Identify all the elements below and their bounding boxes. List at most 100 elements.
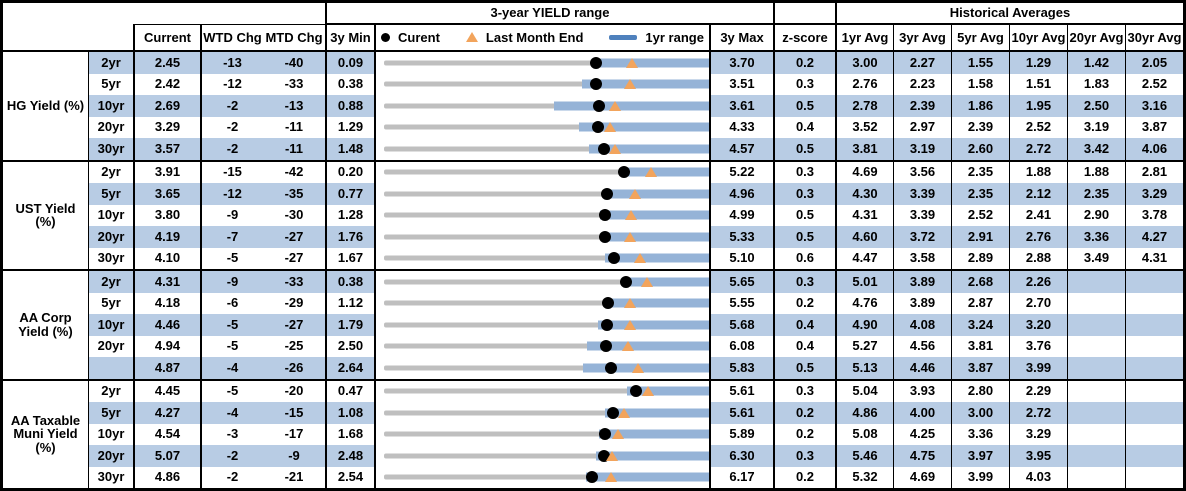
cell-z-score: 0.2 (773, 52, 835, 74)
cell-tenor: 5yr (88, 73, 133, 95)
cell-current: 4.31 (133, 271, 200, 293)
cell-avg-3: 2.52 (1009, 116, 1067, 138)
cell-3y-max: 4.96 (709, 183, 773, 205)
historical-averages-group-title: Historical Averages (835, 3, 1183, 25)
cell-3y-max: 5.22 (709, 161, 773, 183)
cell-z-score: 0.5 (773, 357, 835, 379)
col-header-current: Current (133, 25, 200, 50)
last-month-end-triangle (642, 386, 655, 397)
cell-avg-1: 2.39 (893, 95, 951, 117)
current-dot (599, 230, 612, 243)
1yr-range-bar (626, 386, 709, 396)
cell-z-score: 0.4 (773, 314, 835, 336)
3y-range-track (384, 169, 705, 175)
cell-tenor: 20yr (88, 445, 133, 467)
cell-avg-0: 4.60 (835, 226, 893, 248)
cell-3y-max: 5.55 (709, 292, 773, 314)
cell-avg-5 (1125, 380, 1183, 402)
cell-avg-5: 2.05 (1125, 52, 1183, 74)
current-dot (608, 252, 621, 265)
cell-mtd-chg: -42 (284, 164, 304, 180)
cell-avg-1: 4.08 (893, 314, 951, 336)
range-chart-cell (374, 73, 709, 95)
cell-wtd-chg: -13 (200, 52, 263, 74)
current-dot (605, 361, 618, 374)
last-month-end-triangle (603, 122, 616, 133)
legend-current-label: Curent (398, 29, 440, 45)
cell-avg-3: 2.41 (1009, 204, 1067, 226)
cell-avg-5 (1125, 445, 1183, 467)
cell-3y-min: 0.77 (325, 183, 374, 205)
cell-3y-max: 6.08 (709, 335, 773, 357)
cell-z-score: 0.2 (773, 423, 835, 445)
last-month-end-triangle (645, 167, 658, 178)
current-dot (599, 340, 612, 353)
3y-range-track (384, 388, 705, 394)
current-dot (598, 209, 611, 222)
range-chart-cell (374, 445, 709, 467)
cell-tenor: 30yr (88, 247, 133, 269)
cell-avg-4: 2.50 (1067, 95, 1125, 117)
cell-avg-3: 2.26 (1009, 271, 1067, 293)
cell-avg-4 (1067, 402, 1125, 424)
cell-avg-4 (1067, 292, 1125, 314)
cell-mtd-chg: -20 (284, 383, 304, 399)
cell-avg-5: 3.87 (1125, 116, 1183, 138)
col-header-wtd-chg: WTD Chg (200, 25, 263, 50)
cell-avg-1: 3.58 (893, 247, 951, 269)
last-month-end-triangle (617, 407, 630, 418)
range-chart-cell (374, 226, 709, 248)
cell-3y-max: 5.10 (709, 247, 773, 269)
3y-range-track (384, 279, 705, 285)
range-chart-cell (374, 314, 709, 336)
1yr-range-bar (597, 320, 709, 330)
cell-tenor: 20yr (88, 116, 133, 138)
last-month-end-triangle (608, 100, 621, 111)
cell-avg-4 (1067, 335, 1125, 357)
cell-z-score: 0.5 (773, 138, 835, 160)
cell-avg-1: 3.89 (893, 271, 951, 293)
cell-avg-2: 2.39 (951, 116, 1009, 138)
range-chart-cell (374, 335, 709, 357)
cell-current: 4.27 (133, 402, 200, 424)
current-dot (602, 297, 615, 310)
cell-avg-1: 3.93 (893, 380, 951, 402)
cell-3y-min: 0.47 (325, 380, 374, 402)
cell-avg-2: 2.35 (951, 183, 1009, 205)
cell-avg-1: 3.39 (893, 204, 951, 226)
cell-avg-2: 3.24 (951, 314, 1009, 336)
cell-avg-4 (1067, 445, 1125, 467)
cell-z-score: 0.5 (773, 95, 835, 117)
cell-3y-min: 1.12 (325, 292, 374, 314)
cell-wtd-chg: -2 (200, 138, 263, 160)
cell-3y-min: 2.54 (325, 466, 374, 488)
cell-avg-0: 4.30 (835, 183, 893, 205)
cell-avg-4 (1067, 380, 1125, 402)
cell-3y-min: 0.38 (325, 271, 374, 293)
cell-avg-1: 3.19 (893, 138, 951, 160)
range-chart-cell (374, 466, 709, 488)
cell-z-score: 0.3 (773, 380, 835, 402)
cell-wtd-chg: -5 (200, 314, 263, 336)
cell-mtd-chg: -17 (284, 426, 304, 442)
last-month-end-triangle (623, 298, 636, 309)
range-chart-cell (374, 183, 709, 205)
section: HG Yield (%) 2yr 2.45 -13 -40 0.09 3.70 0.2 3.00… (3, 50, 1183, 160)
current-dot (629, 385, 642, 398)
cell-tenor: 5yr (88, 292, 133, 314)
cell-3y-min: 1.29 (325, 116, 374, 138)
cell-avg-4: 1.88 (1067, 161, 1125, 183)
cell-avg-5: 4.27 (1125, 226, 1183, 248)
1yr-range-bar (582, 363, 709, 373)
cell-avg-1: 3.72 (893, 226, 951, 248)
cell-3y-min: 1.28 (325, 204, 374, 226)
cell-avg-3: 1.29 (1009, 52, 1067, 74)
col-header-1yr-avg: 1yr Avg (835, 25, 893, 50)
cell-avg-4: 3.19 (1067, 116, 1125, 138)
cell-z-score: 0.5 (773, 204, 835, 226)
cell-wtd-chg: -6 (200, 292, 263, 314)
cell-3y-max: 5.89 (709, 423, 773, 445)
cell-avg-2: 2.52 (951, 204, 1009, 226)
cell-z-score: 0.2 (773, 292, 835, 314)
